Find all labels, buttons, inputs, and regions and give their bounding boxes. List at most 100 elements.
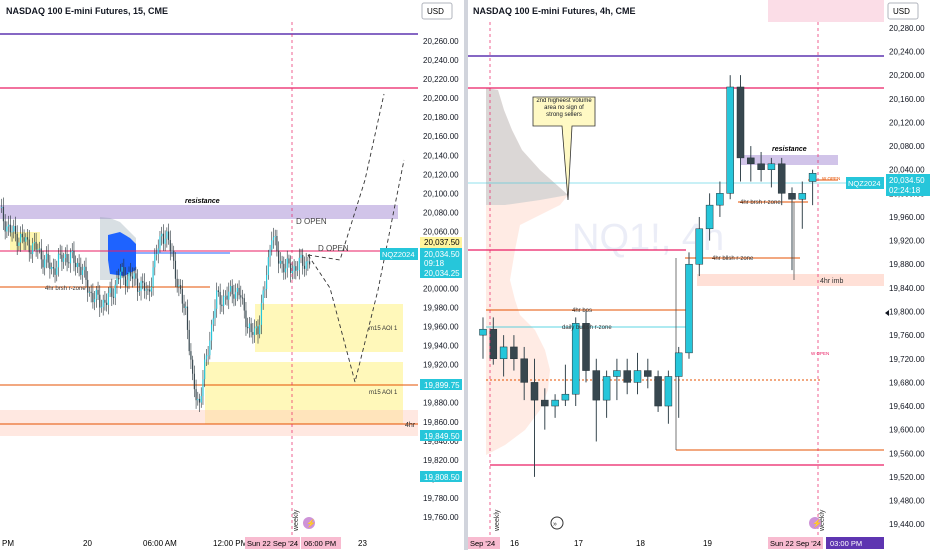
- candle-body: [35, 241, 37, 250]
- y-tick-label: 20,200.00: [889, 71, 925, 80]
- y-tick-label: 19,820.00: [423, 456, 459, 465]
- y-tick-label: 20,080.00: [889, 142, 925, 151]
- candle-body: [88, 291, 91, 293]
- left-x-label-2: 06:00 AM: [143, 539, 177, 548]
- candle-body: [9, 224, 11, 233]
- candle-body: [75, 262, 77, 268]
- candle-body: [286, 258, 288, 269]
- y-tick-label: 20,120.00: [889, 118, 925, 127]
- candle-body: [32, 243, 34, 255]
- candle-body: [193, 373, 195, 390]
- candle-body: [228, 291, 230, 300]
- candle-body: [302, 254, 304, 266]
- candle-body: [157, 248, 159, 254]
- left-ticker-text: NQZ2024: [382, 250, 415, 259]
- candle-body: [56, 267, 58, 275]
- right-x-label-3: 18: [636, 539, 645, 548]
- left-price-tag-5-text: 19,808.50: [424, 473, 460, 482]
- y-tick-label: 19,600.00: [889, 426, 925, 435]
- left-price-tag-3: [420, 379, 462, 390]
- right-replay-icon[interactable]: [550, 516, 564, 530]
- left-last-price-tag: [420, 248, 462, 278]
- right-chart-panel[interactable]: NASDAQ 100 E-mini Futures, 4h, CME NQ1!,…: [468, 0, 932, 550]
- candle-body: [124, 276, 127, 287]
- candle-body: [726, 86, 734, 194]
- left-chart-panel[interactable]: NASDAQ 100 E-mini Futures, 15, CME resis…: [0, 0, 464, 550]
- y-tick-label: 20,200.00: [423, 94, 459, 103]
- left-resistance-zone: [0, 205, 398, 219]
- candle-body: [37, 249, 39, 251]
- panel-divider[interactable]: [464, 0, 468, 550]
- candle-body: [226, 295, 228, 300]
- candle-body: [283, 263, 285, 273]
- candle-body: [300, 254, 302, 258]
- candle-body: [510, 346, 518, 360]
- candle-body: [269, 249, 271, 258]
- candle-body: [173, 250, 175, 261]
- candle-body: [167, 231, 170, 241]
- candle-body: [243, 298, 245, 311]
- candle-body: [57, 253, 60, 268]
- candle-body: [131, 276, 134, 279]
- candle-body: [147, 289, 149, 291]
- candle-body: [71, 250, 73, 253]
- candle-body: [42, 259, 44, 268]
- candle-body: [49, 262, 51, 270]
- right-currency-button[interactable]: [887, 2, 919, 20]
- right-wopen-label-1: W OPEN: [822, 176, 840, 181]
- left-currency-button[interactable]: [421, 2, 453, 20]
- candle-body: [736, 86, 745, 159]
- candle-body: [284, 268, 287, 273]
- candle-body: [106, 302, 108, 305]
- candle-body: [255, 326, 257, 329]
- candle-body: [295, 266, 297, 271]
- right-imb-label: 4hr imb: [820, 278, 843, 285]
- candle-body: [644, 370, 652, 377]
- candle-body: [200, 396, 202, 403]
- candle-body: [623, 370, 631, 383]
- candle-body: [1, 206, 3, 208]
- candle-body: [11, 231, 13, 233]
- left-x-axis[interactable]: [0, 536, 418, 550]
- y-tick-label: 20,260.00: [423, 37, 459, 46]
- candle-body: [541, 399, 549, 407]
- candle-body: [76, 262, 78, 268]
- candle-body: [259, 324, 261, 335]
- left-header: [0, 0, 418, 22]
- left-brsh-zone-label: 4hr brsh r-zone: [45, 286, 86, 292]
- candle-body: [51, 267, 53, 270]
- candle-body: [44, 259, 46, 268]
- right-y-axis[interactable]: [884, 0, 932, 536]
- left-projection-path-1: [307, 159, 405, 383]
- candle-body: [68, 262, 70, 264]
- right-x-date-tag: [768, 537, 823, 549]
- y-tick-label: 20,140.00: [423, 151, 459, 160]
- left-flash-icon[interactable]: [303, 517, 315, 529]
- candle-body: [4, 221, 6, 232]
- candle-body: [87, 279, 89, 293]
- candle-body: [685, 263, 693, 354]
- right-resistance-label: resistance: [772, 146, 807, 153]
- candle-body: [21, 233, 23, 238]
- candle-body: [290, 263, 292, 274]
- candle-body: [92, 293, 94, 303]
- candle-body: [183, 303, 185, 308]
- candle-body: [274, 236, 276, 238]
- candle-body: [204, 359, 206, 380]
- candle-body: [798, 193, 807, 200]
- candle-body: [281, 260, 283, 264]
- candle-body: [808, 172, 817, 182]
- right-x-label-0: Sep '24: [470, 539, 495, 548]
- candle-body: [216, 290, 218, 309]
- right-flash-icon[interactable]: [809, 517, 821, 529]
- y-tick-label: 19,520.00: [889, 473, 925, 482]
- left-price-tag-3-text: 19,899.75: [424, 381, 460, 390]
- left-price-tag-4-text: 19,849.50: [424, 432, 460, 441]
- right-callout-box: 2nd higheest volume area no sign of stro…: [536, 98, 591, 118]
- candle-body: [236, 287, 238, 292]
- candle-body: [767, 163, 776, 170]
- right-replay-icon-glyph: »: [553, 521, 557, 528]
- y-tick-label: 20,180.00: [423, 113, 459, 122]
- candle-body: [59, 253, 61, 255]
